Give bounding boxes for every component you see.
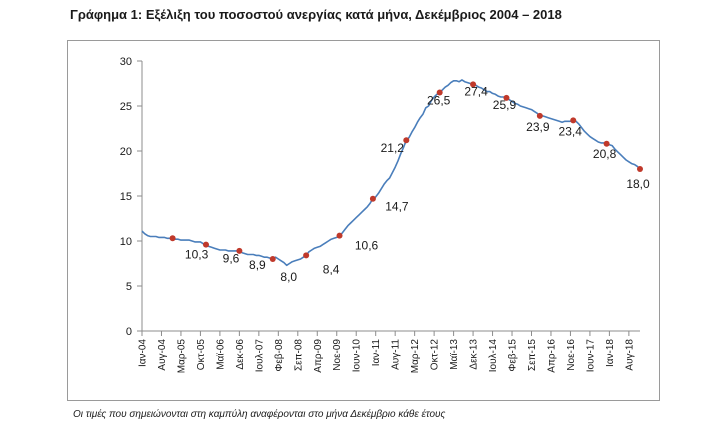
december-marker bbox=[303, 252, 310, 259]
x-tick-label: Απρ-09 bbox=[313, 339, 324, 373]
x-tick-label: Σεπ-15 bbox=[527, 339, 538, 371]
december-marker bbox=[536, 112, 543, 119]
december-markers bbox=[169, 81, 643, 262]
december-marker bbox=[436, 89, 443, 96]
december-value-label: 14,7 bbox=[385, 200, 409, 214]
x-tick-label: Οκτ-05 bbox=[196, 339, 207, 371]
x-tick-label: Σεπ-08 bbox=[293, 339, 304, 371]
x-tick-label: Φεβ-08 bbox=[274, 339, 285, 372]
december-labels: 10,3 9,6 8,9 8,0 8,4 10,6 14,7 21,2 26,5 27,4 25,9… bbox=[185, 84, 650, 284]
x-tick-label: Μαϊ-13 bbox=[449, 339, 460, 370]
december-marker bbox=[169, 235, 176, 242]
y-tick-label: 25 bbox=[120, 101, 132, 113]
december-marker bbox=[570, 117, 577, 124]
december-marker bbox=[637, 166, 643, 172]
december-value-label: 23,9 bbox=[526, 120, 550, 134]
chart-frame bbox=[67, 40, 660, 401]
december-value-label: 26,5 bbox=[427, 94, 451, 108]
y-tick-label: 10 bbox=[120, 236, 132, 248]
x-tick-label: Αυγ-18 bbox=[624, 339, 635, 371]
y-tick-label: 0 bbox=[126, 326, 132, 338]
december-value-label: 9,6 bbox=[223, 252, 240, 266]
december-marker bbox=[236, 247, 243, 254]
december-value-label: 25,9 bbox=[493, 98, 517, 112]
x-tick-label: Ιαν-04 bbox=[138, 339, 149, 367]
x-tick-label: Αυγ-04 bbox=[157, 339, 168, 371]
x-tick-label: Απρ-16 bbox=[546, 339, 557, 373]
december-marker bbox=[269, 256, 276, 262]
x-tick-label: Αυγ-11 bbox=[391, 339, 402, 370]
x-tick-label: Νοε-09 bbox=[332, 339, 343, 371]
y-tick-label: 15 bbox=[120, 191, 132, 203]
december-marker bbox=[470, 81, 477, 88]
x-tick-label: Φεβ-15 bbox=[508, 339, 519, 372]
december-marker bbox=[202, 241, 209, 248]
chart-title: Γράφημα 1: Εξέλιξη του ποσοστού ανεργίας… bbox=[70, 7, 562, 22]
footnote: Οι τιμές που σημειώνονται στη καμπύλη αν… bbox=[73, 409, 446, 420]
y-axis: 0 5 10 15 20 25 30 bbox=[120, 56, 143, 338]
x-tick-label: Ιουλ-07 bbox=[254, 339, 265, 373]
december-marker bbox=[603, 140, 610, 147]
x-tick-label: Ιουν-17 bbox=[585, 339, 596, 373]
december-value-label: 10,3 bbox=[185, 247, 209, 261]
december-value-label: 27,4 bbox=[464, 84, 488, 98]
december-value-label: 20,8 bbox=[593, 147, 617, 161]
december-marker bbox=[336, 232, 343, 239]
december-marker bbox=[369, 195, 376, 202]
series-line-unemployment bbox=[141, 79, 641, 267]
december-value-label: 21,2 bbox=[381, 141, 405, 155]
x-tick-label: Ιουν-10 bbox=[352, 339, 363, 373]
december-value-label: 10,6 bbox=[355, 239, 379, 253]
x-tick-label: Μαρ-05 bbox=[176, 339, 187, 374]
y-tick-label: 30 bbox=[120, 56, 132, 68]
december-marker bbox=[503, 94, 510, 101]
x-tick-label: Νοε-16 bbox=[566, 339, 577, 371]
x-tick-label: Οκτ-12 bbox=[430, 339, 441, 371]
x-tick-label: Ιουλ-14 bbox=[488, 339, 499, 373]
december-value-label: 23,4 bbox=[559, 124, 583, 138]
x-tick-label: Δεκ-13 bbox=[469, 339, 480, 370]
december-value-label: 18,0 bbox=[626, 177, 650, 191]
x-tick-label: Δεκ-06 bbox=[235, 339, 246, 370]
y-tick-label: 5 bbox=[126, 281, 132, 293]
x-axis: Ιαν-04 Αυγ-04 Μαρ-05 Οκτ-05 Μαϊ-06 Δεκ-06 Ιουλ… bbox=[138, 330, 640, 374]
x-tick-label: Ιαν-18 bbox=[605, 339, 616, 367]
series-layer bbox=[141, 79, 641, 267]
december-marker bbox=[403, 137, 410, 144]
y-tick-label: 20 bbox=[120, 146, 132, 158]
x-tick-label: Ιαν-11 bbox=[371, 339, 382, 367]
december-value-label: 8,0 bbox=[280, 270, 297, 284]
x-tick-label: Μαρ-12 bbox=[410, 339, 421, 374]
december-value-label: 8,9 bbox=[249, 258, 266, 272]
december-value-label: 8,4 bbox=[323, 262, 340, 276]
x-tick-label: Μαϊ-06 bbox=[215, 339, 226, 370]
